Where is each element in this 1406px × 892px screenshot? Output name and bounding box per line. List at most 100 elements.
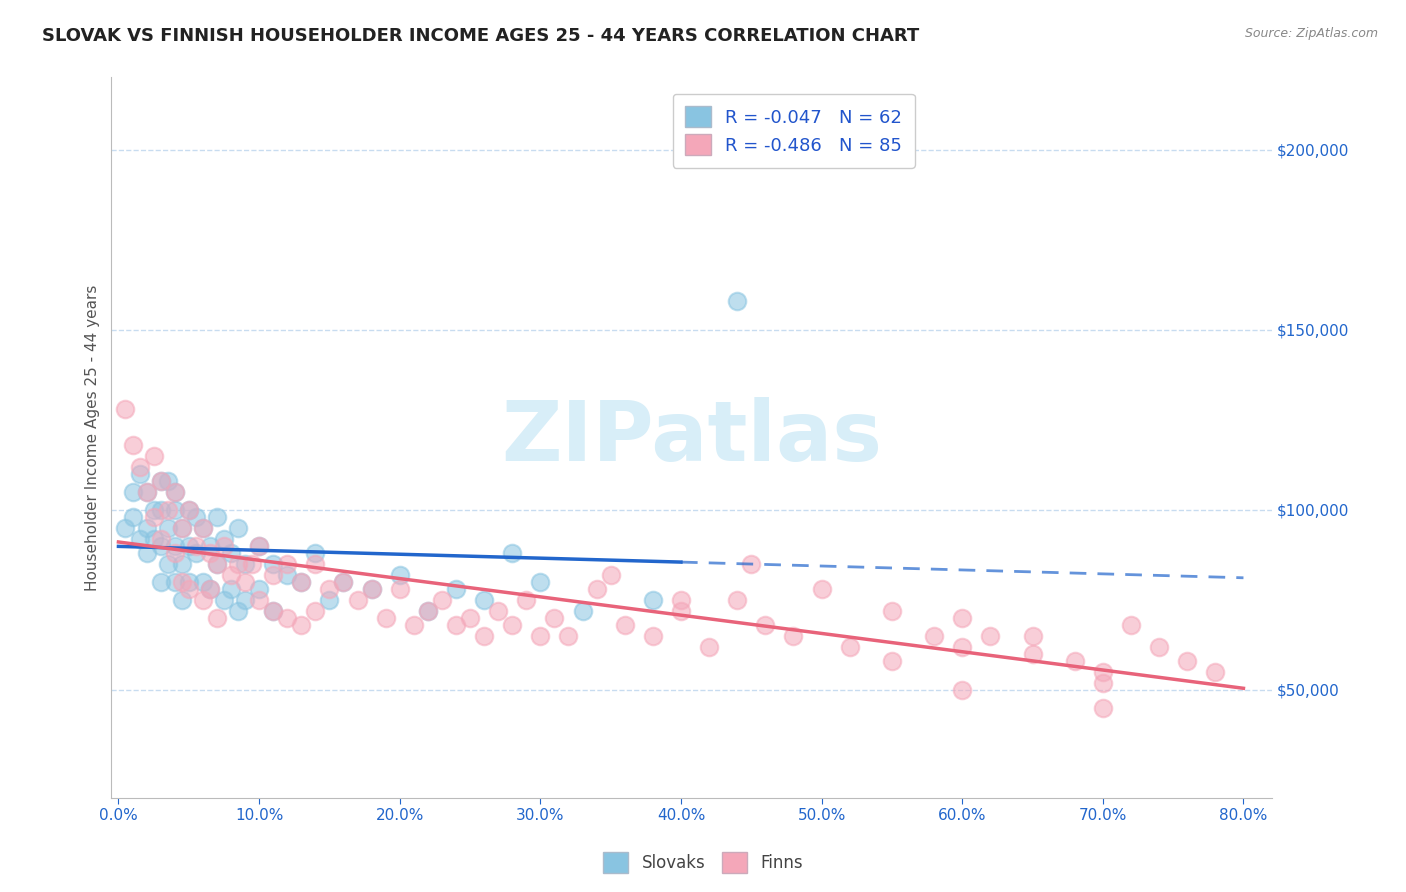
Point	[1175, 654, 1198, 668]
Point	[304, 557, 326, 571]
Point	[515, 593, 537, 607]
Point	[1091, 675, 1114, 690]
Point	[219, 567, 242, 582]
Point	[472, 629, 495, 643]
Point	[170, 593, 193, 607]
Point	[1119, 618, 1142, 632]
Point	[430, 593, 453, 607]
Point	[149, 539, 172, 553]
Point	[177, 582, 200, 596]
Point	[585, 582, 607, 596]
Point	[191, 521, 214, 535]
Point	[170, 521, 193, 535]
Point	[114, 521, 136, 535]
Point	[163, 484, 186, 499]
Point	[880, 654, 903, 668]
Point	[599, 567, 621, 582]
Point	[177, 503, 200, 517]
Point	[810, 582, 832, 596]
Point	[838, 640, 860, 654]
Point	[416, 604, 439, 618]
Point	[529, 574, 551, 589]
Point	[135, 521, 157, 535]
Point	[149, 532, 172, 546]
Point	[1204, 665, 1226, 679]
Point	[725, 293, 748, 308]
Point	[669, 593, 692, 607]
Point	[121, 510, 143, 524]
Text: ZIPatlas: ZIPatlas	[501, 397, 882, 478]
Point	[613, 618, 636, 632]
Point	[318, 582, 340, 596]
Point	[170, 574, 193, 589]
Point	[184, 546, 207, 560]
Point	[360, 582, 382, 596]
Point	[360, 582, 382, 596]
Point	[156, 557, 179, 571]
Point	[1063, 654, 1085, 668]
Point	[1091, 701, 1114, 715]
Point	[754, 618, 776, 632]
Point	[304, 604, 326, 618]
Point	[641, 593, 664, 607]
Point	[276, 611, 298, 625]
Point	[1091, 665, 1114, 679]
Point	[1021, 629, 1043, 643]
Point	[163, 574, 186, 589]
Point	[388, 582, 411, 596]
Point	[156, 503, 179, 517]
Point	[219, 546, 242, 560]
Point	[247, 593, 270, 607]
Point	[205, 611, 228, 625]
Point	[149, 503, 172, 517]
Point	[149, 574, 172, 589]
Point	[247, 582, 270, 596]
Point	[458, 611, 481, 625]
Point	[212, 532, 235, 546]
Point	[332, 574, 354, 589]
Point	[880, 604, 903, 618]
Point	[332, 574, 354, 589]
Point	[262, 604, 284, 618]
Point	[205, 557, 228, 571]
Legend: Slovaks, Finns: Slovaks, Finns	[596, 846, 810, 880]
Point	[262, 567, 284, 582]
Point	[128, 532, 150, 546]
Point	[184, 510, 207, 524]
Point	[219, 582, 242, 596]
Y-axis label: Householder Income Ages 25 - 44 years: Householder Income Ages 25 - 44 years	[86, 285, 100, 591]
Point	[641, 629, 664, 643]
Point	[156, 474, 179, 488]
Point	[697, 640, 720, 654]
Point	[318, 593, 340, 607]
Point	[388, 567, 411, 582]
Point	[247, 539, 270, 553]
Point	[114, 401, 136, 416]
Point	[501, 618, 523, 632]
Point	[543, 611, 565, 625]
Point	[205, 557, 228, 571]
Point	[740, 557, 762, 571]
Point	[529, 629, 551, 643]
Point	[486, 604, 509, 618]
Point	[142, 503, 165, 517]
Point	[571, 604, 593, 618]
Point	[304, 546, 326, 560]
Point	[135, 484, 157, 499]
Point	[226, 557, 249, 571]
Point	[121, 484, 143, 499]
Point	[472, 593, 495, 607]
Point	[262, 557, 284, 571]
Point	[950, 683, 973, 698]
Point	[233, 593, 256, 607]
Point	[128, 459, 150, 474]
Point	[191, 574, 214, 589]
Point	[128, 467, 150, 481]
Point	[149, 474, 172, 488]
Point	[725, 593, 748, 607]
Point	[276, 557, 298, 571]
Text: Source: ZipAtlas.com: Source: ZipAtlas.com	[1244, 27, 1378, 40]
Point	[950, 640, 973, 654]
Point	[149, 474, 172, 488]
Point	[198, 539, 221, 553]
